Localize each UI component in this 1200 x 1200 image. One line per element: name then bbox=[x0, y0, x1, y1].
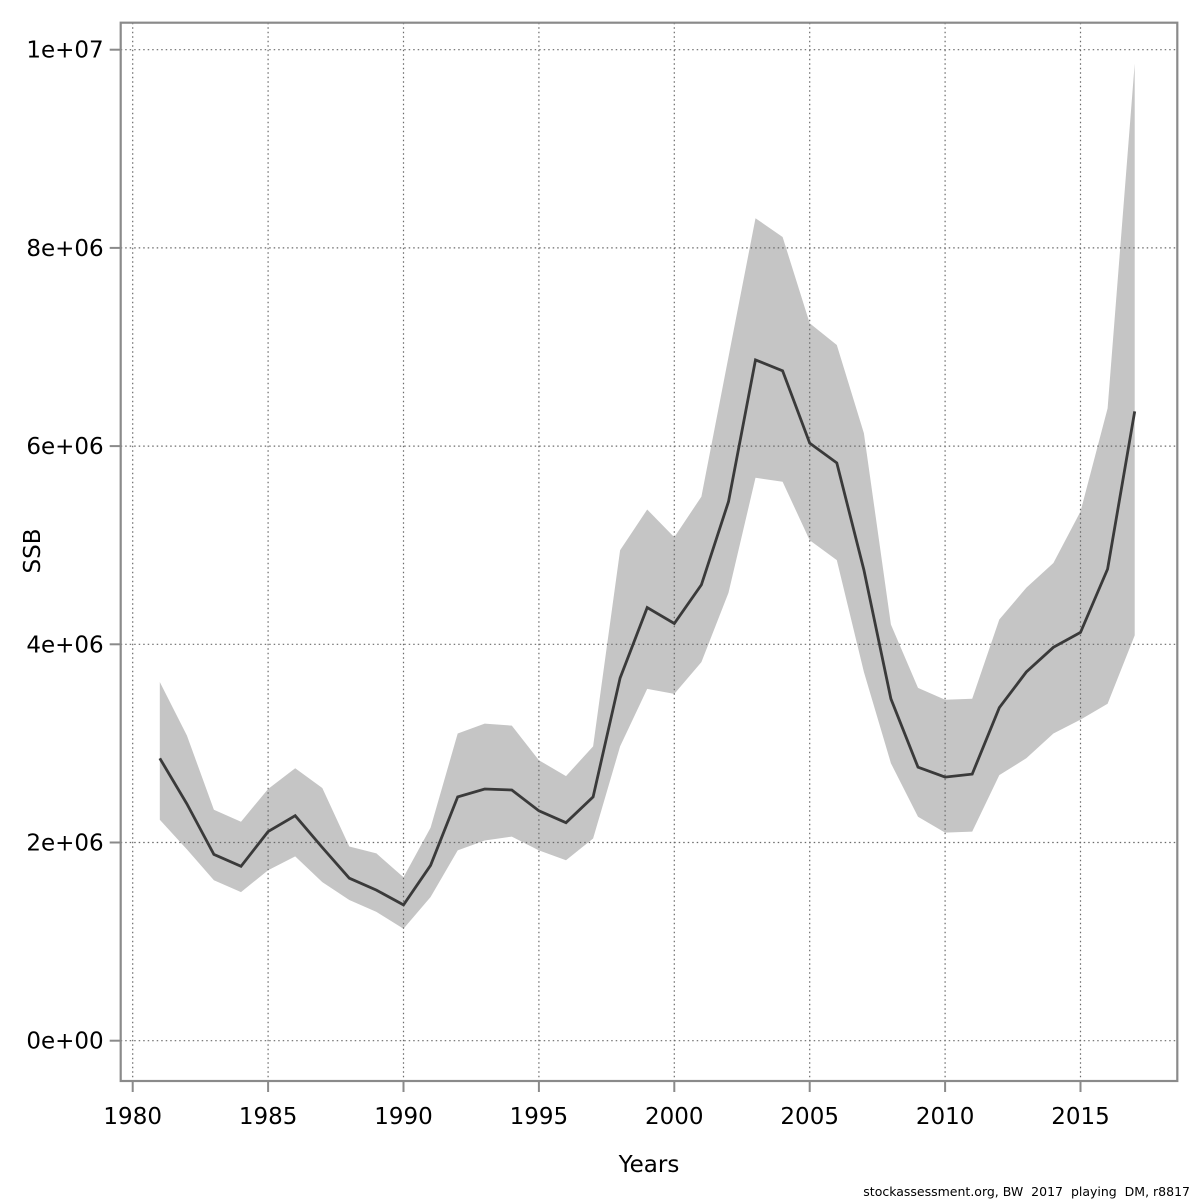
x-tick-label: 2000 bbox=[645, 1104, 704, 1130]
y-tick-label: 4e+06 bbox=[26, 632, 103, 658]
ssb-line bbox=[158, 357, 1137, 907]
plot-border bbox=[119, 21, 1179, 1083]
x-tick-label: 2015 bbox=[1051, 1104, 1110, 1130]
x-axis: 1980 1985 1990 1995 2000 2005 2010 2015 bbox=[103, 1081, 1110, 1130]
x-tick-label: 1995 bbox=[510, 1104, 569, 1130]
y-tick-label: 8e+06 bbox=[26, 236, 103, 262]
y-axis: 0e+00 2e+06 4e+06 6e+06 8e+06 1e+07 bbox=[26, 38, 121, 1055]
x-tick-label: 2005 bbox=[780, 1104, 839, 1130]
confidence-band bbox=[159, 63, 1135, 929]
y-tick-label: 1e+07 bbox=[26, 38, 103, 64]
x-tick-label: 1980 bbox=[103, 1104, 162, 1130]
y-tick-label: 2e+06 bbox=[26, 831, 103, 857]
y-axis-title: SSB bbox=[20, 529, 46, 574]
y-tick-label: 6e+06 bbox=[26, 434, 103, 460]
x-tick-label: 2010 bbox=[916, 1104, 975, 1130]
x-axis-title: Years bbox=[618, 1152, 680, 1178]
x-tick-label: 1990 bbox=[374, 1104, 433, 1130]
gridlines bbox=[120, 22, 1178, 1081]
y-tick-label: 0e+00 bbox=[26, 1029, 103, 1055]
footer-credit: stockassessment.org, BW 2017 playing DM,… bbox=[863, 1184, 1190, 1199]
confidence-band-layer bbox=[159, 63, 1135, 929]
x-tick-label: 1985 bbox=[239, 1104, 298, 1130]
